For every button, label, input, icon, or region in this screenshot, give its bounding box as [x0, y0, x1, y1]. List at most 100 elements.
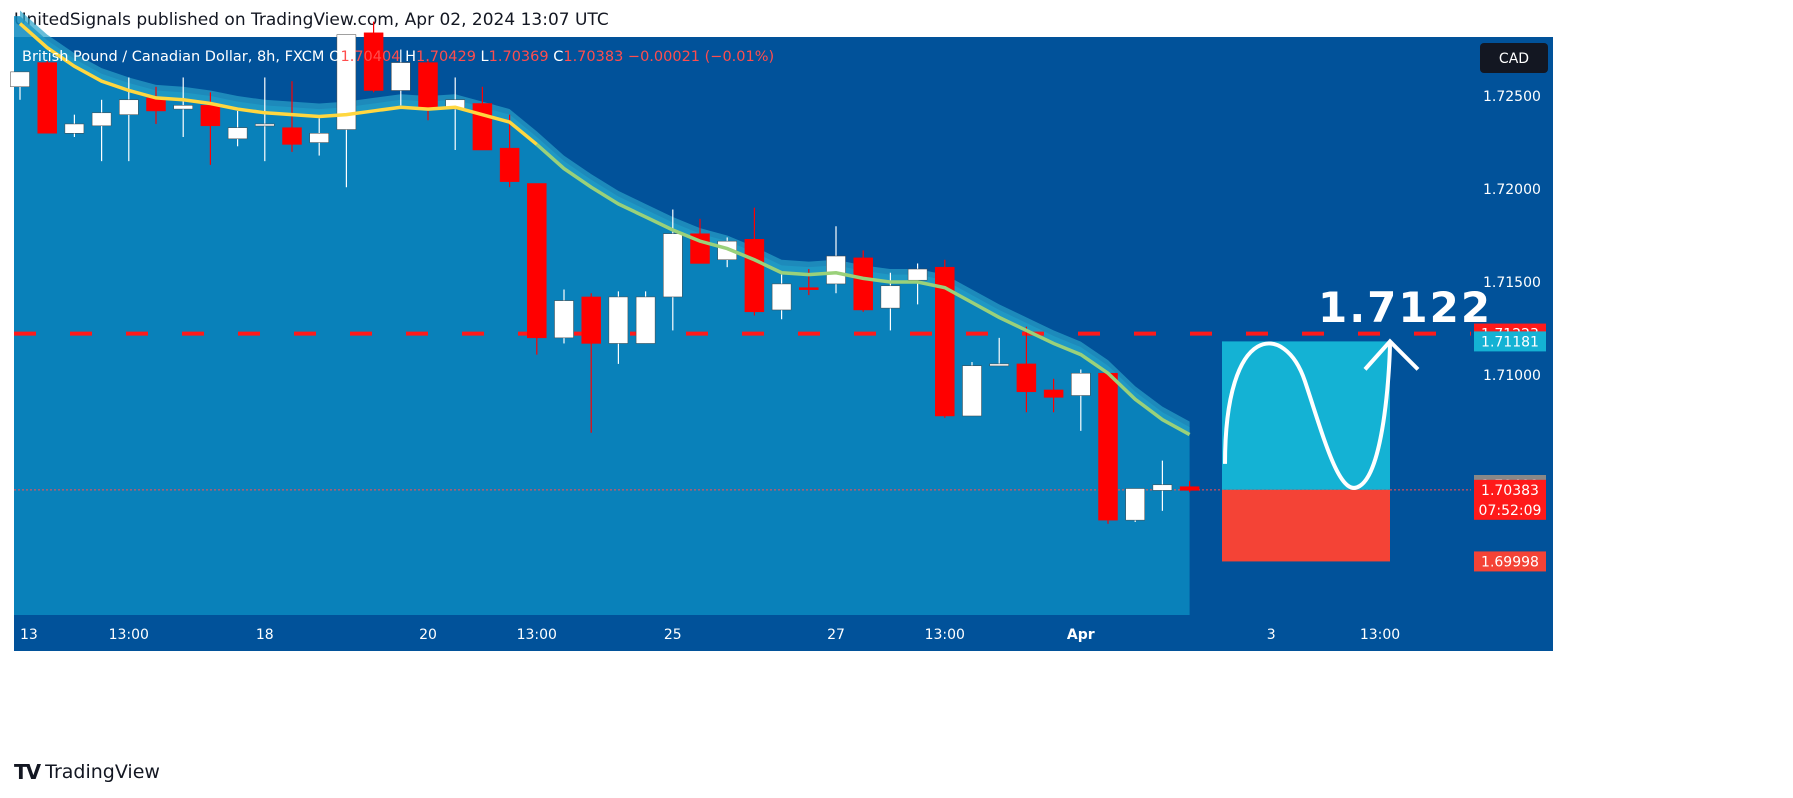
candle-body — [799, 287, 819, 290]
candle-body — [853, 257, 873, 311]
candle-body — [989, 363, 1009, 367]
candle-body — [282, 127, 302, 145]
price-lines — [14, 331, 1471, 491]
target-annotation: 1.7122 — [1318, 283, 1492, 332]
candle — [1152, 460, 1173, 511]
y-tick-label: 1.72500 — [1483, 89, 1541, 105]
candle — [363, 21, 384, 93]
candle — [608, 291, 629, 364]
candle — [227, 110, 248, 147]
brand-name: TradingView — [45, 761, 160, 783]
symbol-legend-text: British Pound / Canadian Dollar, 8h, FXC… — [22, 49, 774, 65]
x-tick-label: 3 — [1267, 627, 1276, 643]
candle — [91, 99, 112, 162]
tradingview-logo-icon: TV — [14, 760, 41, 784]
candle-body — [962, 365, 982, 417]
x-tick-label: 13 — [20, 627, 38, 643]
candle — [1043, 378, 1064, 413]
candle-body — [1043, 389, 1064, 398]
currency-label: CAD — [1499, 51, 1529, 67]
currency-badge — [1480, 43, 1548, 73]
candle — [826, 226, 846, 294]
candle-body — [581, 296, 601, 344]
candle-body — [119, 99, 139, 115]
candle — [989, 337, 1009, 367]
candle-body — [309, 133, 329, 143]
ema-line-green — [535, 143, 1191, 437]
candle — [1179, 481, 1200, 493]
candle-body — [91, 112, 112, 127]
candle — [907, 263, 928, 305]
candle-body — [1071, 372, 1091, 396]
x-tick-label: 20 — [419, 627, 437, 643]
candle — [10, 71, 30, 100]
candle — [1125, 488, 1145, 522]
candle-body — [1098, 372, 1118, 521]
x-tick-label: 13:00 — [1360, 627, 1400, 643]
axes: 1.72500 1.72000 1.71500 1.71000 13 13:00 18 20 1… — [20, 43, 1548, 643]
countdown-label: 07:52:09 — [1479, 503, 1542, 519]
candle-body — [37, 62, 57, 134]
candle-body — [608, 296, 629, 344]
candle-body — [227, 127, 248, 140]
candle-body — [472, 103, 493, 151]
position-tool[interactable]: 1.7122 — [1222, 283, 1492, 562]
x-tick-label: 25 — [664, 627, 682, 643]
candle — [853, 250, 873, 312]
footer-brand[interactable]: TV TradingView — [14, 760, 160, 784]
candle-body — [445, 99, 465, 110]
price-label-box — [1474, 551, 1546, 572]
candle — [255, 77, 275, 162]
candle-body — [1179, 486, 1200, 491]
projection-curve — [1223, 341, 1392, 490]
target-zone — [1222, 341, 1390, 490]
candle-body — [363, 32, 384, 91]
ema-band — [14, 10, 1190, 615]
price-label: 1.70383 — [1481, 483, 1539, 499]
ema-area — [14, 16, 1190, 615]
candle-body — [527, 183, 547, 339]
candle — [282, 81, 302, 152]
candle-body — [771, 283, 792, 311]
candle-body — [663, 233, 683, 298]
candle-body — [418, 62, 438, 110]
candle-body — [1125, 488, 1145, 521]
candle — [309, 118, 329, 156]
candlestick-chart[interactable]: 1.7122 1.72500 1.72000 1.71500 1.71000 13 13:… — [0, 0, 1793, 760]
candle — [1016, 326, 1037, 413]
price-label-box — [1474, 331, 1546, 352]
candle — [336, 25, 357, 188]
candle-body — [499, 147, 520, 182]
candle — [391, 49, 411, 106]
candle-body — [255, 123, 275, 127]
x-tick-label: 13:00 — [517, 627, 557, 643]
y-tick-label: 1.72000 — [1483, 182, 1541, 198]
x-tick-label: 13:00 — [109, 627, 149, 643]
candle-body — [1016, 363, 1037, 393]
y-tick-label: 1.71000 — [1483, 368, 1541, 384]
x-tick-label: 18 — [256, 627, 274, 643]
candle — [527, 183, 547, 355]
symbol-legend: British Pound / Canadian Dollar, 8h, FXC… — [22, 49, 774, 65]
candle-body — [826, 255, 846, 285]
candle-body — [935, 266, 955, 417]
candle — [1098, 372, 1118, 524]
price-label: 1.71181 — [1481, 334, 1539, 350]
candle-body — [200, 105, 221, 127]
candle — [1071, 369, 1091, 431]
candle-body — [10, 71, 30, 88]
x-tick-label: Apr — [1067, 627, 1095, 643]
candles — [10, 21, 1200, 524]
candle — [173, 77, 193, 137]
price-label: 1.69998 — [1481, 554, 1539, 570]
x-tick-label: 13:00 — [925, 627, 965, 643]
candle — [635, 291, 656, 344]
candle-body — [554, 300, 574, 339]
candle-body — [336, 34, 357, 130]
candle-body — [907, 268, 928, 281]
candle — [37, 60, 57, 134]
candle — [935, 259, 955, 418]
projection-arrow-icon — [1363, 338, 1420, 371]
candle-body — [744, 239, 765, 313]
candle — [445, 77, 465, 150]
